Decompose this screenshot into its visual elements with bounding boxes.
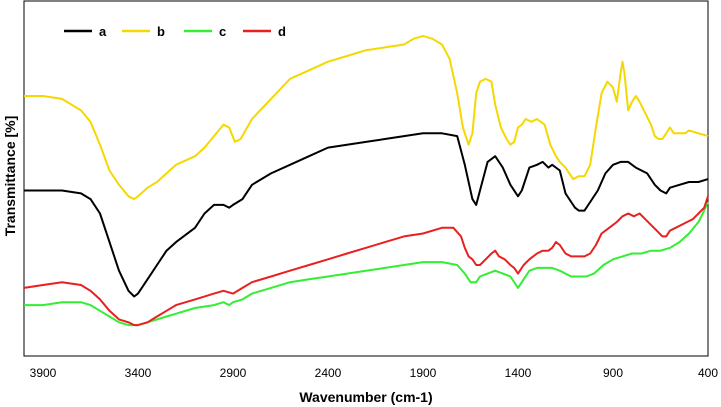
series-line-b — [24, 34, 709, 201]
x-axis-title: Wavenumber (cm-1) — [299, 389, 432, 405]
x-tick-label: 400 — [698, 366, 718, 380]
series-line-a — [24, 132, 709, 298]
series-group — [23, 34, 709, 327]
legend: a b c d — [64, 24, 286, 39]
x-tick-labels: 3900 3400 2900 2400 1900 1400 900 400 — [30, 366, 719, 380]
legend-label-d: d — [278, 24, 286, 39]
legend-label-a: a — [99, 24, 107, 39]
plot-area-frame — [23, 0, 709, 357]
x-tick-label: 1900 — [410, 366, 437, 380]
legend-label-c: c — [219, 24, 226, 39]
y-axis-title: Transmittance [%] — [2, 116, 18, 237]
x-tick-label: 2400 — [315, 366, 342, 380]
x-tick-label: 3400 — [125, 366, 152, 380]
series-line-c — [24, 201, 709, 327]
x-tick-label: 1400 — [505, 366, 532, 380]
x-tick-label: 2900 — [220, 366, 247, 380]
x-tick-label: 3900 — [30, 366, 57, 380]
x-tick-label: 900 — [603, 366, 623, 380]
legend-label-b: b — [157, 24, 165, 39]
series-line-d — [23, 195, 709, 327]
